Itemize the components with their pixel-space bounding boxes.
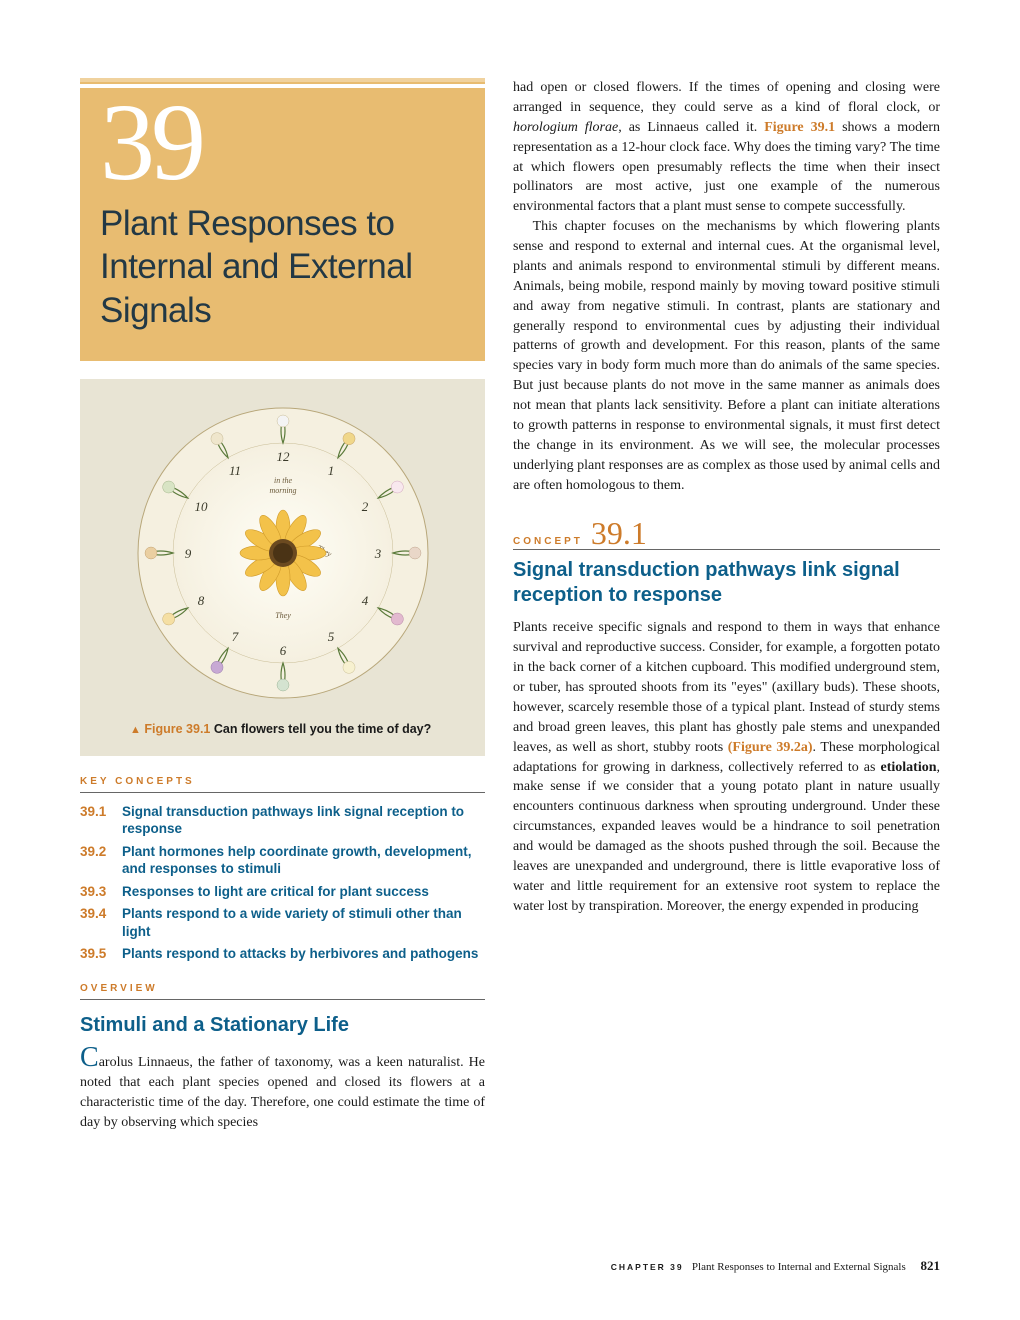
svg-text:10: 10 <box>194 499 208 514</box>
c-p1-a: Plants receive specific signals and resp… <box>513 620 940 754</box>
right-column: had open or closed flowers. If the times… <box>513 78 940 1133</box>
left-column: 39 Plant Responses to Internal and Exter… <box>80 78 485 1133</box>
concept-heading: CONCEPT 39.1 <box>513 517 940 550</box>
kc-num: 39.5 <box>80 945 122 963</box>
concept-word: CONCEPT <box>513 536 583 547</box>
svg-text:7: 7 <box>231 629 238 644</box>
svg-text:6: 6 <box>279 643 286 658</box>
svg-text:8: 8 <box>197 593 204 608</box>
kc-item: 39.1Signal transduction pathways link si… <box>80 803 485 838</box>
dropcap: C <box>80 1042 99 1073</box>
svg-text:morning: morning <box>269 486 296 495</box>
header-body: 39 Plant Responses to Internal and Exter… <box>80 88 485 361</box>
kc-num: 39.2 <box>80 843 122 878</box>
caption-arrow-icon: ▲ <box>130 724 141 736</box>
overview-label: OVERVIEW <box>80 983 485 1000</box>
svg-text:5: 5 <box>327 629 334 644</box>
kc-text: Plant hormones help coordinate growth, d… <box>122 843 485 878</box>
chapter-header: 39 Plant Responses to Internal and Exter… <box>80 78 485 361</box>
page-footer: CHAPTER 39 Plant Responses to Internal a… <box>611 1258 940 1274</box>
concept-body: Plants receive specific signals and resp… <box>513 618 940 916</box>
figure-caption-text: Can flowers tell you the time of day? <box>214 722 431 736</box>
kc-item: 39.2Plant hormones help coordinate growt… <box>80 843 485 878</box>
svg-text:2: 2 <box>361 499 368 514</box>
figure-ref: Figure 39.1 <box>764 120 835 135</box>
overview-body: Carolus Linnaeus, the father of taxonomy… <box>80 1047 485 1133</box>
kc-item: 39.3Responses to light are critical for … <box>80 883 485 901</box>
svg-text:1: 1 <box>327 463 334 478</box>
floral-clock-icon: 12 1 2 3 4 5 6 7 8 9 10 11 in the mornin… <box>133 403 433 703</box>
key-concepts-list: 39.1Signal transduction pathways link si… <box>80 803 485 963</box>
svg-text:9: 9 <box>184 546 191 561</box>
figure-caption: ▲ Figure 39.1 Can flowers tell you the t… <box>100 721 465 738</box>
kc-num: 39.4 <box>80 905 122 940</box>
key-concepts-heading: KEY CONCEPTS <box>80 776 485 793</box>
footer-chapter-title: Plant Responses to Internal and External… <box>692 1261 906 1273</box>
chapter-title: Plant Responses to Internal and External… <box>100 202 465 333</box>
overview-title: Stimuli and a Stationary Life <box>80 1014 485 1037</box>
right-body-1: had open or closed flowers. If the times… <box>513 78 940 495</box>
page-root: 39 Plant Responses to Internal and Exter… <box>0 0 1020 1173</box>
r-p1-italic: horologium florae <box>513 120 618 135</box>
svg-text:4: 4 <box>361 593 368 608</box>
figure-391: 12 1 2 3 4 5 6 7 8 9 10 11 in the mornin… <box>80 379 485 756</box>
figure-label: Figure 39.1 <box>144 722 210 736</box>
concept-num: 39.1 <box>591 517 647 549</box>
kc-num: 39.1 <box>80 803 122 838</box>
kc-text: Plants respond to attacks by herbivores … <box>122 945 478 963</box>
kc-num: 39.3 <box>80 883 122 901</box>
svg-text:12: 12 <box>276 449 290 464</box>
kc-item: 39.4Plants respond to a wide variety of … <box>80 905 485 940</box>
kc-text: Plants respond to a wide variety of stim… <box>122 905 485 940</box>
concept-title: Signal transduction pathways link signal… <box>513 558 940 608</box>
c-p1-c: , make sense if we consider that a young… <box>513 760 940 914</box>
page-number: 821 <box>921 1258 941 1273</box>
footer-chapter-label: CHAPTER 39 <box>611 1262 684 1272</box>
svg-text:3: 3 <box>373 546 381 561</box>
figure-ref-2: (Figure 39.2a) <box>728 740 813 755</box>
chapter-number: 39 <box>100 88 465 190</box>
svg-text:They: They <box>275 611 291 620</box>
kc-text: Signal transduction pathways link signal… <box>122 803 485 838</box>
kc-text: Responses to light are critical for plan… <box>122 883 429 901</box>
etiolation: etiolation <box>881 760 937 775</box>
r-p2: This chapter focuses on the mechanisms b… <box>513 217 940 495</box>
overview-p1: arolus Linnaeus, the father of taxonomy,… <box>80 1055 485 1130</box>
r-p1-b: , as Linnaeus called it. <box>618 120 764 135</box>
svg-text:11: 11 <box>228 463 240 478</box>
r-p1-a: had open or closed flowers. If the times… <box>513 80 940 115</box>
svg-text:in the: in the <box>274 476 292 485</box>
kc-item: 39.5Plants respond to attacks by herbivo… <box>80 945 485 963</box>
